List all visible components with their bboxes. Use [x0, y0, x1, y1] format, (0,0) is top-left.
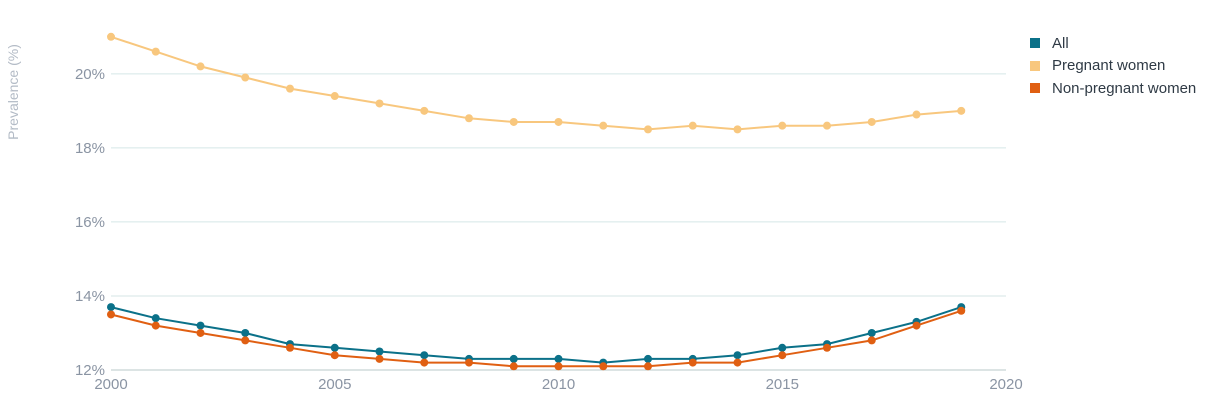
- data-point-all: [778, 343, 787, 352]
- data-point-pregnant-women: [375, 99, 384, 108]
- data-point-pregnant-women: [778, 121, 787, 130]
- data-point-non-pregnant-women: [420, 358, 429, 367]
- data-point-non-pregnant-women: [330, 351, 339, 360]
- legend-label: Pregnant women: [1052, 57, 1166, 75]
- series-lines: [107, 32, 966, 371]
- legend-swatch: [1030, 83, 1040, 94]
- data-point-all: [509, 354, 518, 363]
- data-point-pregnant-women: [465, 114, 473, 123]
- data-point-all: [867, 328, 876, 337]
- data-point-all: [241, 328, 250, 337]
- legend-item: Non-pregnant women: [1030, 77, 1196, 100]
- series-line-all: [110, 306, 962, 364]
- x-tick-label: 2010: [542, 376, 575, 393]
- data-point-all: [107, 303, 115, 312]
- data-point-non-pregnant-women: [823, 343, 831, 352]
- data-point-non-pregnant-women: [465, 358, 473, 367]
- data-point-pregnant-women: [151, 47, 160, 56]
- y-axis-label: Prevalence (%): [5, 44, 21, 140]
- data-point-all: [151, 314, 160, 323]
- y-tick-labels: 12% 14% 16% 18% 20%: [75, 66, 105, 379]
- data-point-all: [733, 351, 742, 360]
- data-point-non-pregnant-women: [196, 328, 205, 337]
- data-point-non-pregnant-women: [107, 310, 115, 319]
- data-point-pregnant-women: [912, 110, 921, 119]
- data-point-pregnant-women: [554, 117, 563, 126]
- series-line-pregnant-women: [110, 35, 962, 131]
- x-tick-label: 2000: [94, 376, 127, 393]
- data-point-all: [420, 351, 429, 360]
- data-point-pregnant-women: [330, 92, 339, 101]
- data-point-non-pregnant-women: [778, 351, 787, 360]
- data-point-non-pregnant-women: [867, 336, 876, 345]
- legend: All Pregnant women Non-pregnant women: [1030, 32, 1196, 100]
- y-tick-label: 12%: [75, 362, 105, 379]
- x-tick-label: 2015: [766, 376, 799, 393]
- legend-item: All: [1030, 32, 1196, 55]
- data-point-all: [554, 354, 563, 363]
- y-tick-label: 20%: [75, 66, 105, 83]
- legend-swatch: [1030, 60, 1040, 71]
- data-point-all: [375, 347, 384, 356]
- data-point-pregnant-women: [688, 121, 697, 130]
- data-point-non-pregnant-women: [733, 358, 742, 367]
- data-point-pregnant-women: [420, 106, 429, 115]
- data-point-non-pregnant-women: [912, 321, 921, 330]
- legend-label: Non-pregnant women: [1052, 79, 1197, 97]
- legend-item: Pregnant women: [1030, 55, 1196, 78]
- x-tick-label: 2020: [989, 376, 1022, 393]
- data-point-pregnant-women: [957, 106, 966, 115]
- y-tick-label: 14%: [75, 288, 105, 305]
- data-point-pregnant-women: [599, 121, 608, 130]
- y-tick-label: 18%: [75, 140, 105, 157]
- data-point-pregnant-women: [644, 125, 652, 134]
- data-point-pregnant-women: [241, 73, 250, 82]
- data-point-non-pregnant-women: [241, 336, 250, 345]
- data-point-non-pregnant-women: [644, 362, 652, 371]
- data-point-pregnant-women: [286, 84, 294, 93]
- data-point-pregnant-women: [867, 117, 876, 126]
- data-point-non-pregnant-women: [957, 306, 966, 315]
- x-tick-labels: 2000 2005 2010 2015 2020: [94, 376, 1022, 393]
- data-point-non-pregnant-women: [151, 321, 160, 330]
- data-point-all: [644, 354, 652, 363]
- data-point-non-pregnant-women: [286, 343, 294, 352]
- gridlines: [111, 73, 1006, 297]
- data-point-non-pregnant-women: [554, 362, 563, 371]
- x-tick-label: 2005: [318, 376, 351, 393]
- data-point-pregnant-women: [196, 62, 205, 71]
- legend-swatch: [1030, 38, 1040, 49]
- data-point-all: [330, 343, 339, 352]
- y-tick-label: 16%: [75, 214, 105, 231]
- data-point-non-pregnant-women: [599, 362, 608, 371]
- data-point-non-pregnant-women: [688, 358, 697, 367]
- data-point-pregnant-women: [823, 121, 831, 130]
- data-point-all: [196, 321, 205, 330]
- data-point-non-pregnant-women: [375, 354, 384, 363]
- data-point-non-pregnant-women: [509, 362, 518, 371]
- data-point-pregnant-women: [733, 125, 742, 134]
- data-point-pregnant-women: [509, 117, 518, 126]
- legend-label: All: [1052, 34, 1069, 52]
- data-point-pregnant-women: [107, 32, 115, 41]
- series-line-non-pregnant-women: [110, 309, 962, 368]
